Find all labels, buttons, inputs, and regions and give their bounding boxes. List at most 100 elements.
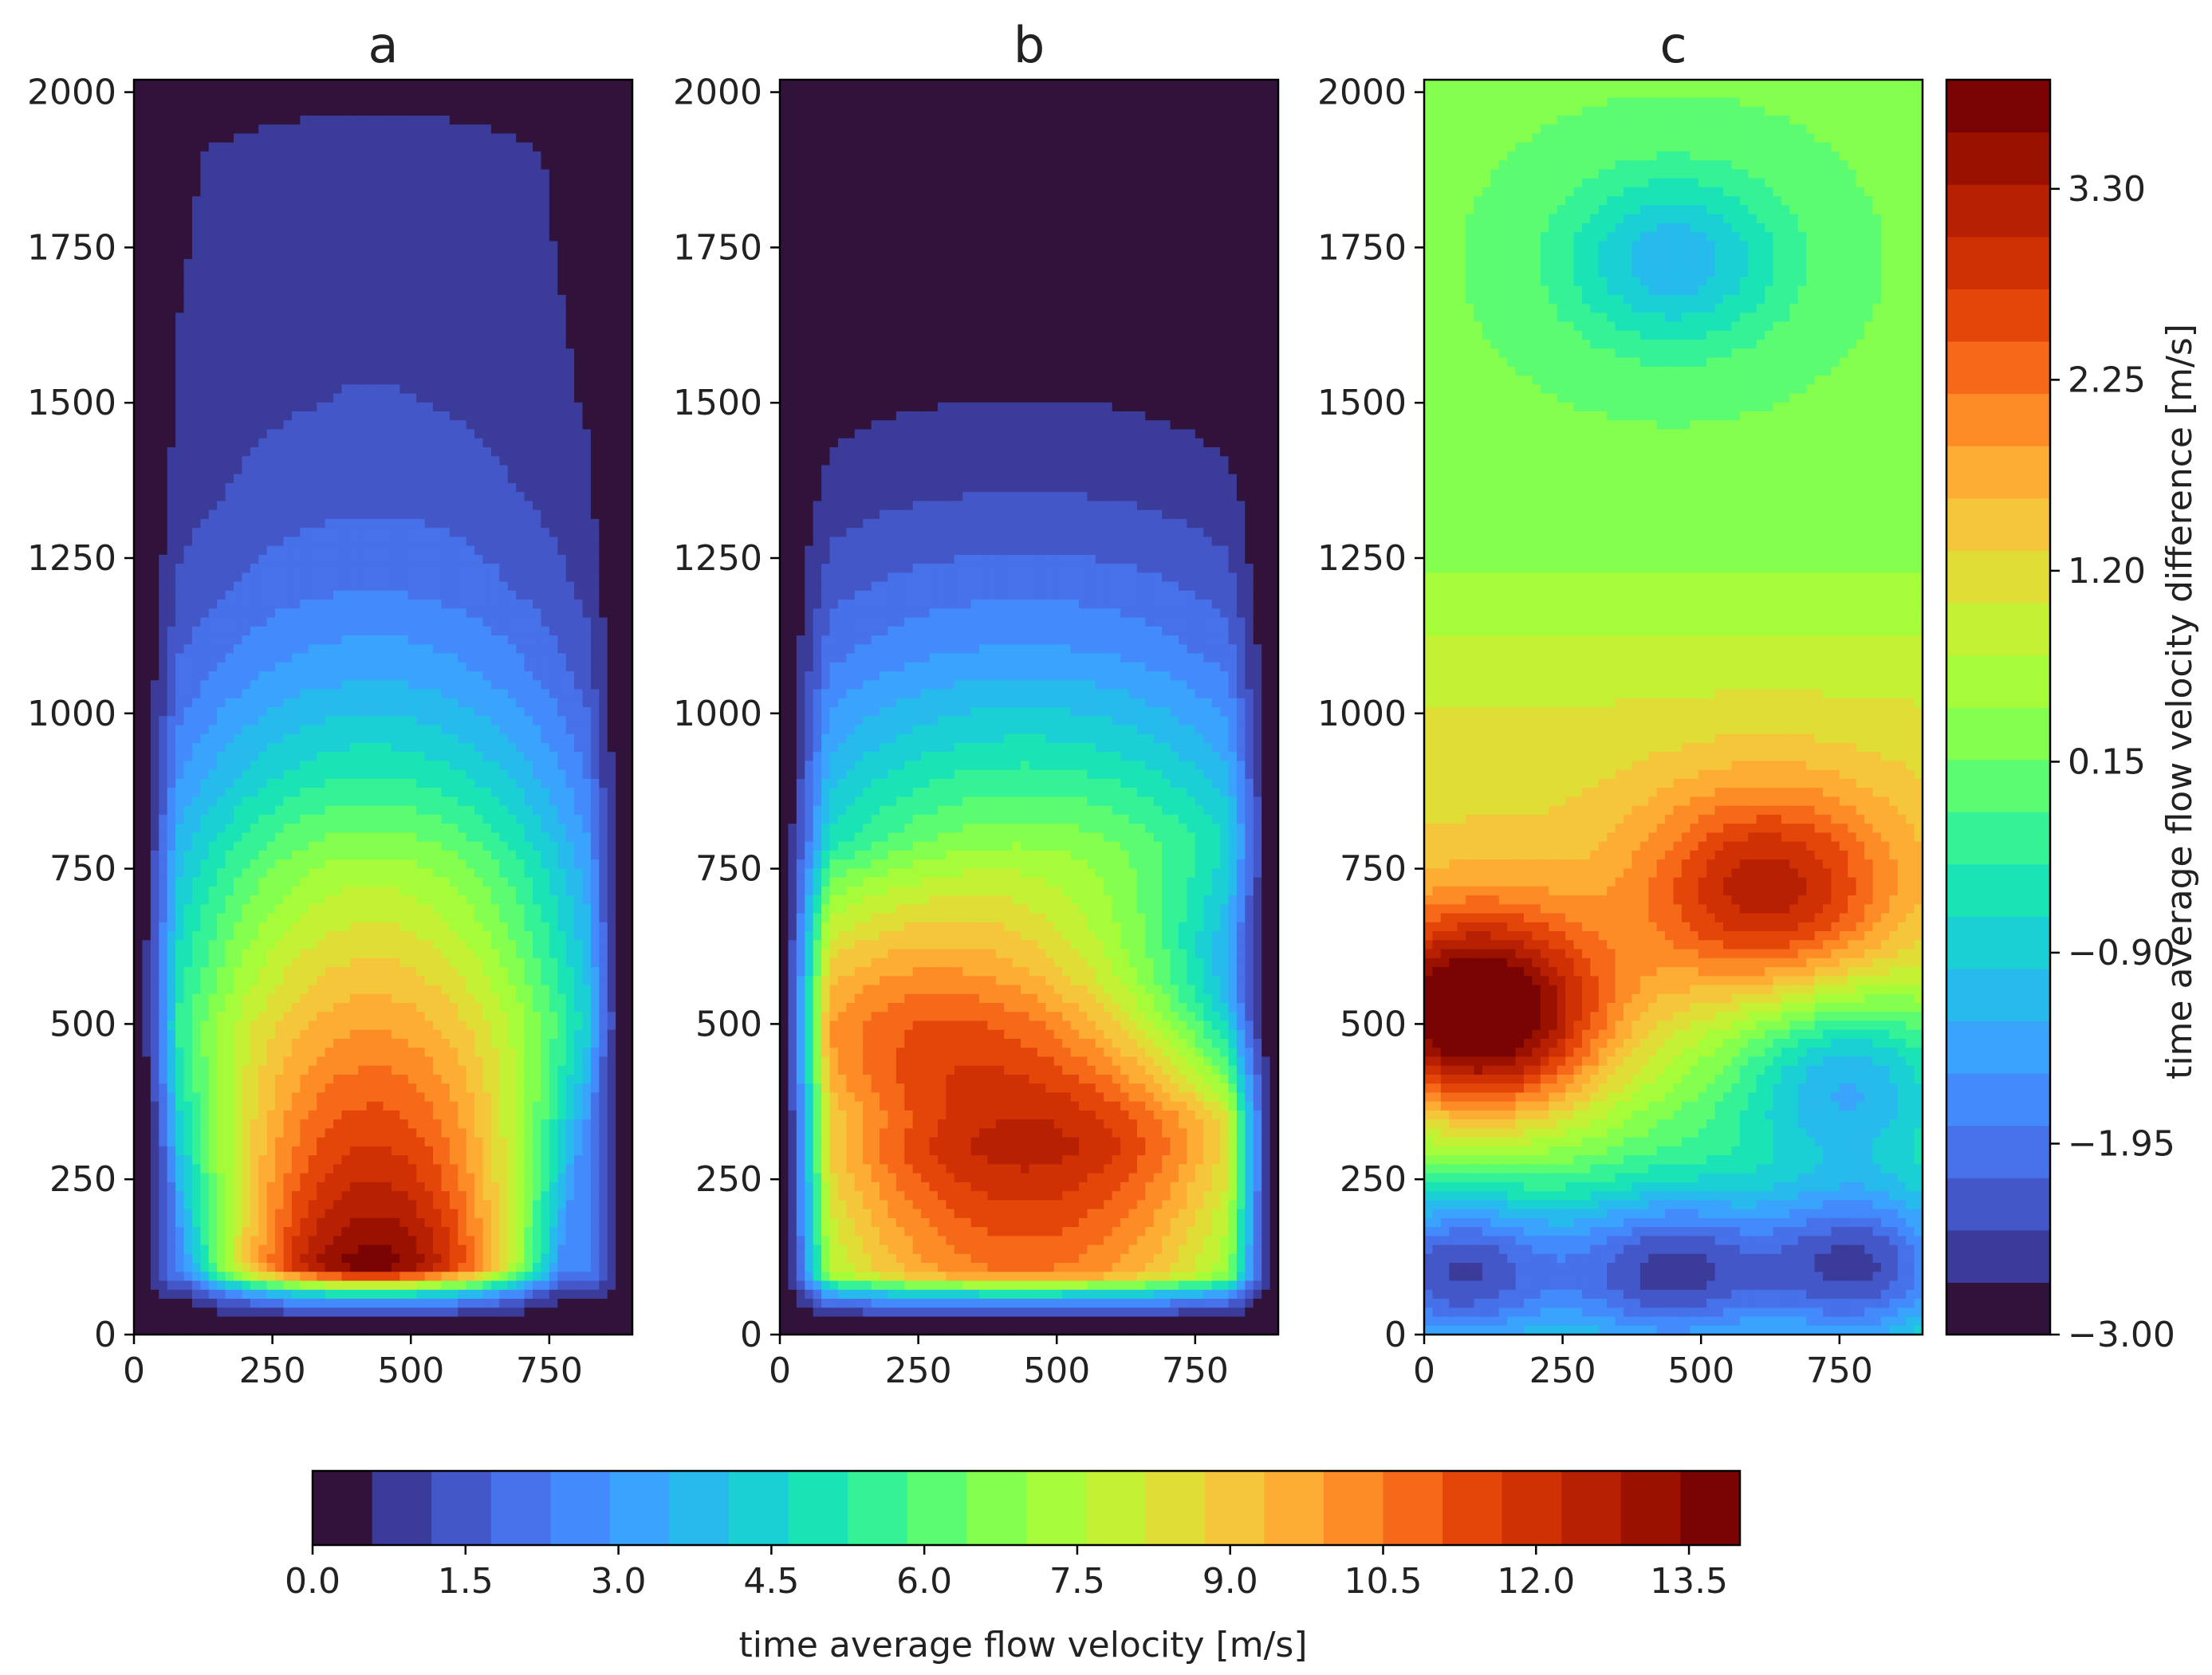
heatmap-cell bbox=[167, 420, 176, 431]
heatmap-cell bbox=[191, 671, 201, 681]
heatmap-cell bbox=[582, 617, 592, 627]
heatmap-cell bbox=[524, 716, 533, 726]
heatmap-cell bbox=[516, 635, 525, 645]
heatmap-cell bbox=[200, 752, 210, 762]
heatmap-cell bbox=[482, 761, 492, 771]
heatmap-cell bbox=[533, 375, 542, 385]
heatmap-cell bbox=[541, 115, 550, 125]
heatmap-cell bbox=[375, 151, 384, 161]
heatmap-cell bbox=[533, 572, 542, 583]
heatmap-cell bbox=[134, 545, 144, 556]
heatmap-cell bbox=[366, 653, 376, 663]
heatmap-cell bbox=[482, 205, 492, 215]
heatmap-cell bbox=[458, 393, 467, 403]
heatmap-cell bbox=[275, 187, 285, 197]
heatmap-cell bbox=[200, 321, 210, 332]
heatmap-cell bbox=[358, 205, 368, 215]
heatmap-cell bbox=[516, 97, 525, 108]
heatmap-cell bbox=[358, 294, 368, 305]
heatmap-cell bbox=[266, 232, 276, 242]
heatmap-cell bbox=[616, 680, 625, 690]
heatmap-cell bbox=[441, 285, 451, 296]
heatmap-cell bbox=[366, 689, 376, 699]
heatmap-cell bbox=[134, 554, 144, 564]
heatmap-cell bbox=[217, 698, 226, 708]
heatmap-cell bbox=[258, 564, 268, 573]
heatmap-cell bbox=[341, 671, 351, 681]
heatmap-cell bbox=[366, 133, 376, 144]
heatmap-cell bbox=[549, 600, 558, 609]
heatmap-cell bbox=[616, 742, 625, 753]
heatmap-cell bbox=[557, 590, 567, 600]
heatmap-cell bbox=[433, 277, 443, 287]
heatmap-cell bbox=[466, 814, 475, 824]
heatmap-cell bbox=[191, 761, 201, 771]
heatmap-cell bbox=[616, 357, 625, 368]
heatmap-cell bbox=[191, 733, 201, 744]
heatmap-cell bbox=[533, 733, 542, 744]
heatmap-cell bbox=[250, 232, 259, 242]
heatmap-cell bbox=[490, 268, 500, 277]
heatmap-cell bbox=[507, 671, 517, 681]
heatmap-cell bbox=[590, 393, 600, 403]
heatmap-cell bbox=[308, 304, 317, 313]
heatmap-cell bbox=[590, 733, 600, 744]
heatmap-cell bbox=[507, 232, 517, 242]
heatmap-cell bbox=[565, 788, 575, 798]
heatmap-cell bbox=[590, 366, 600, 376]
heatmap-cell bbox=[134, 662, 144, 672]
heatmap-cell bbox=[167, 564, 176, 573]
heatmap-cell bbox=[383, 653, 392, 663]
heatmap-cell bbox=[524, 97, 533, 108]
heatmap-cell bbox=[590, 384, 600, 395]
heatmap-cell bbox=[258, 411, 268, 421]
heatmap-cell bbox=[482, 384, 492, 395]
heatmap-cell bbox=[391, 214, 400, 224]
heatmap-cell bbox=[242, 340, 251, 349]
heatmap-cell bbox=[134, 340, 144, 349]
heatmap-cell bbox=[557, 752, 567, 762]
heatmap-cell bbox=[624, 537, 632, 547]
heatmap-cell bbox=[616, 115, 625, 125]
heatmap-cell bbox=[458, 814, 467, 824]
heatmap-cell bbox=[317, 492, 326, 502]
heatmap-cell bbox=[191, 680, 201, 690]
heatmap-cell bbox=[341, 680, 351, 690]
heatmap-cell bbox=[574, 509, 584, 520]
heatmap-cell bbox=[150, 151, 159, 161]
heatmap-cell bbox=[407, 545, 417, 556]
heatmap-cell bbox=[283, 689, 293, 699]
heatmap-cell bbox=[607, 761, 616, 771]
heatmap-cell bbox=[416, 348, 426, 359]
heatmap-cell bbox=[466, 617, 475, 627]
heatmap-cell bbox=[574, 115, 584, 125]
heatmap-cell bbox=[250, 438, 259, 448]
heatmap-cell bbox=[449, 133, 459, 144]
heatmap-cell bbox=[383, 277, 392, 287]
heatmap-cell bbox=[349, 178, 359, 188]
heatmap-cell bbox=[441, 357, 451, 368]
heatmap-cell bbox=[624, 644, 632, 655]
heatmap-cell bbox=[391, 294, 400, 305]
heatmap-cell bbox=[582, 644, 592, 655]
heatmap-cell bbox=[250, 133, 259, 144]
heatmap-cell bbox=[441, 518, 451, 529]
heatmap-cell bbox=[200, 482, 210, 493]
heatmap-cell bbox=[341, 124, 351, 135]
heatmap-cell bbox=[524, 294, 533, 305]
heatmap-cell bbox=[349, 653, 359, 663]
heatmap-cell bbox=[333, 788, 343, 798]
heatmap-cell bbox=[308, 375, 317, 385]
heatmap-cell bbox=[474, 313, 484, 323]
heatmap-cell bbox=[325, 769, 334, 780]
heatmap-cell bbox=[449, 509, 459, 520]
heatmap-cell bbox=[366, 304, 376, 313]
heatmap-cell bbox=[441, 456, 451, 466]
heatmap-cell bbox=[458, 214, 467, 224]
heatmap-cell bbox=[258, 528, 268, 537]
heatmap-cell bbox=[549, 393, 558, 403]
heatmap-cell bbox=[250, 600, 259, 609]
heatmap-cell bbox=[134, 375, 144, 385]
heatmap-cell bbox=[574, 528, 584, 537]
heatmap-cell bbox=[358, 796, 368, 807]
